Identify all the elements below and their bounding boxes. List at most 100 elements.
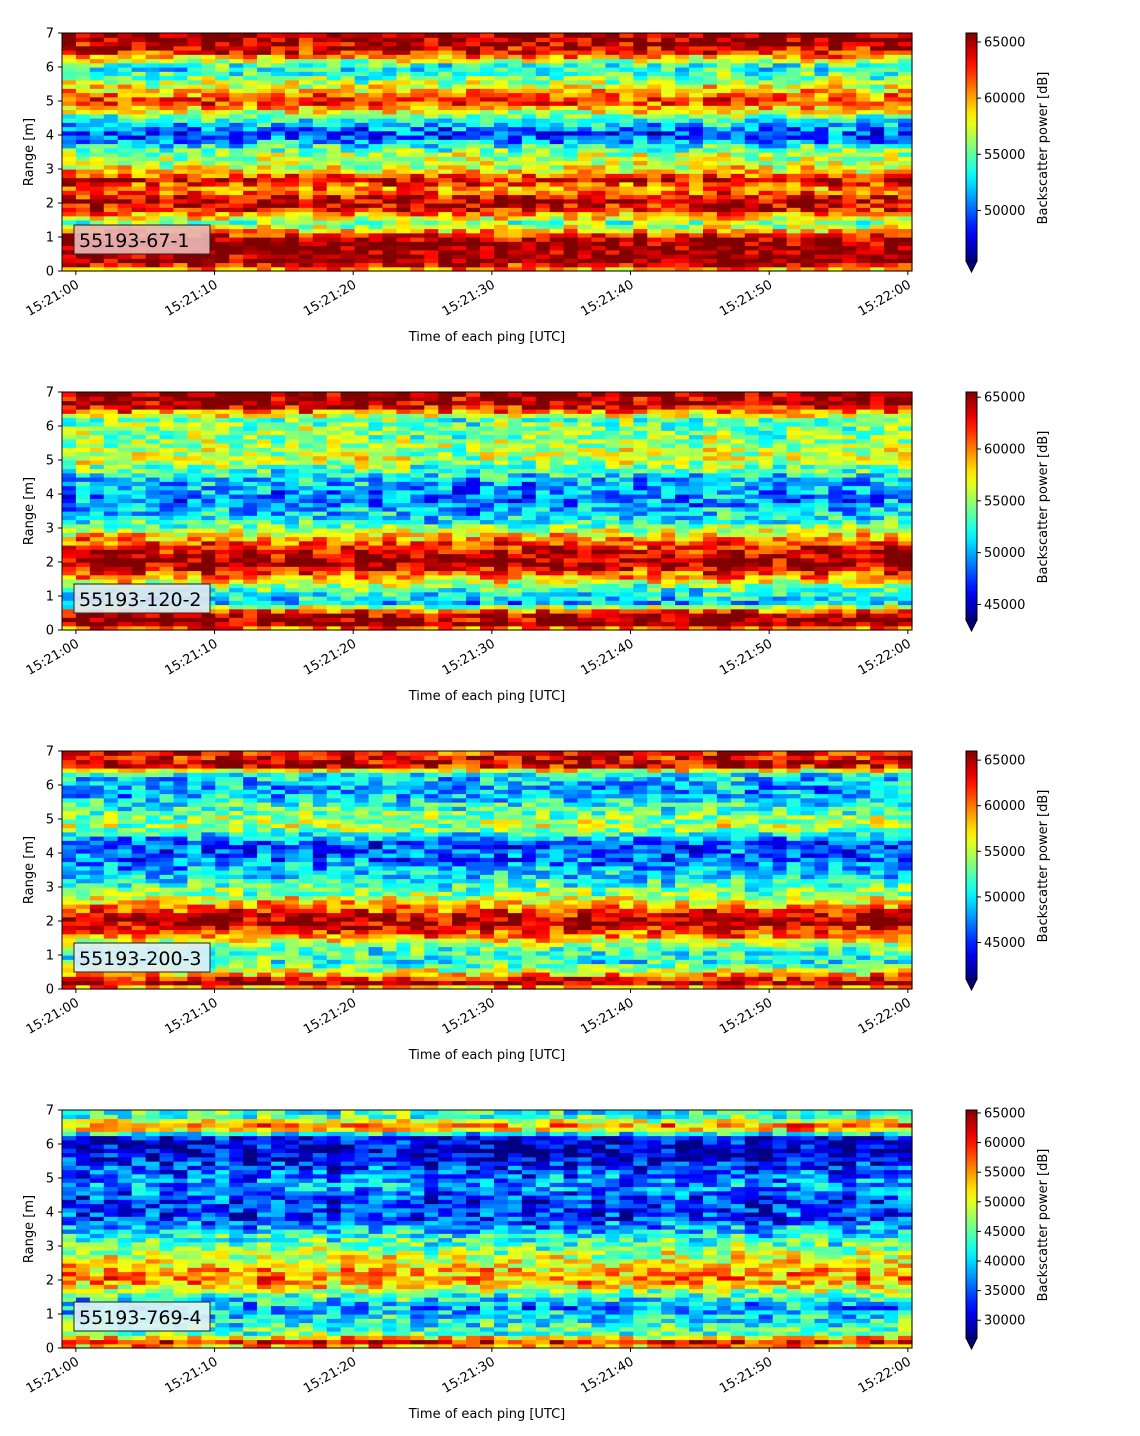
heatmap-cell — [75, 426, 91, 431]
heatmap-cell — [577, 139, 593, 145]
heatmap-cell — [340, 228, 356, 234]
heatmap-cell — [368, 498, 384, 504]
heatmap-cell — [340, 549, 356, 555]
heatmap-cell — [382, 67, 398, 72]
heatmap-cell — [354, 143, 370, 149]
heatmap-cell — [326, 583, 342, 589]
heatmap-cell — [410, 485, 425, 491]
heatmap-cell — [842, 232, 857, 238]
heatmap-cell — [549, 71, 565, 77]
heatmap-cell — [271, 502, 286, 508]
heatmap-cell — [62, 562, 77, 567]
heatmap-cell — [828, 79, 843, 85]
heatmap-cell — [215, 79, 230, 85]
heatmap-cell — [452, 220, 467, 225]
heatmap-cell — [159, 62, 175, 68]
heatmap-cell — [173, 421, 189, 427]
heatmap-cell — [884, 84, 899, 89]
heatmap-cell — [75, 532, 91, 538]
heatmap-cell — [786, 130, 802, 136]
heatmap-cell — [898, 62, 913, 68]
heatmap-cell — [271, 426, 286, 431]
heatmap-cell — [75, 523, 91, 529]
heatmap-cell — [730, 160, 746, 166]
heatmap-cell — [117, 617, 133, 623]
heatmap-cell — [271, 147, 286, 153]
heatmap-cell — [382, 84, 398, 89]
heatmap-cell — [647, 237, 662, 242]
heatmap-cell — [257, 152, 272, 157]
heatmap-cell — [145, 523, 161, 529]
heatmap-cell — [117, 511, 133, 516]
heatmap-cell — [117, 190, 133, 196]
heatmap-cell — [229, 215, 244, 221]
heatmap-cell — [744, 262, 760, 268]
heatmap-cell — [368, 241, 384, 247]
heatmap-cell — [257, 540, 272, 546]
heatmap-cell — [229, 71, 244, 77]
heatmap-cell — [689, 88, 704, 94]
heatmap-cell — [201, 71, 216, 77]
heatmap-cell — [814, 130, 829, 136]
heatmap-cell — [243, 477, 258, 482]
heatmap-cell — [271, 101, 286, 106]
heatmap-cell — [410, 511, 425, 516]
heatmap-cell — [159, 489, 175, 495]
heatmap-cell — [382, 532, 398, 538]
heatmap-cell — [354, 75, 370, 81]
heatmap-cell — [145, 613, 161, 618]
heatmap-cell — [577, 266, 593, 272]
heatmap-cell — [702, 113, 718, 119]
heatmap-cell — [689, 84, 704, 89]
heatmap-cell — [62, 430, 77, 436]
heatmap-cell — [75, 41, 91, 47]
heatmap-cell — [103, 211, 119, 217]
heatmap-cell — [493, 71, 509, 77]
heatmap-cell — [898, 37, 913, 43]
heatmap-cell — [312, 118, 328, 123]
heatmap-cell — [814, 143, 829, 149]
heatmap-cell — [284, 143, 300, 149]
heatmap-cell — [257, 523, 272, 529]
heatmap-cell — [396, 434, 411, 440]
heatmap-cell — [605, 88, 620, 94]
heatmap-cell — [89, 413, 105, 419]
heatmap-cell — [730, 135, 746, 140]
heatmap-cell — [159, 118, 175, 123]
heatmap-cell — [215, 421, 230, 427]
heatmap-cell — [271, 477, 286, 482]
heatmap-cell — [424, 215, 439, 221]
heatmap-cell — [257, 207, 272, 213]
heatmap-cell — [159, 413, 175, 419]
heatmap-cell — [605, 135, 620, 140]
heatmap-cell — [215, 75, 230, 81]
heatmap-cell — [675, 101, 690, 106]
heatmap-cell — [243, 249, 258, 255]
heatmap-cell — [661, 173, 676, 179]
heatmap-cell — [689, 135, 704, 140]
heatmap-cell — [257, 160, 272, 166]
heatmap-cell — [591, 241, 607, 247]
heatmap-cell — [744, 190, 760, 196]
heatmap-cell — [521, 92, 537, 98]
heatmap-cell — [535, 164, 551, 170]
heatmap-cell — [271, 579, 286, 584]
heatmap-cell — [382, 249, 398, 255]
heatmap-cell — [312, 574, 328, 580]
heatmap-cell — [117, 160, 133, 166]
heatmap-cell — [702, 41, 718, 47]
heatmap-cell — [229, 84, 244, 89]
heatmap-cell — [257, 75, 272, 81]
heatmap-cell — [326, 164, 342, 170]
heatmap-cell — [229, 396, 244, 402]
heatmap-cell — [702, 143, 718, 149]
heatmap-cell — [145, 625, 161, 631]
heatmap-cell — [298, 426, 314, 431]
heatmap-cell — [521, 224, 537, 230]
heatmap-cell — [410, 532, 425, 538]
heatmap-cell — [145, 502, 161, 508]
heatmap-cell — [744, 37, 760, 43]
heatmap-cell — [716, 215, 732, 221]
heatmap-cell — [103, 96, 119, 102]
heatmap-cell — [870, 71, 885, 77]
